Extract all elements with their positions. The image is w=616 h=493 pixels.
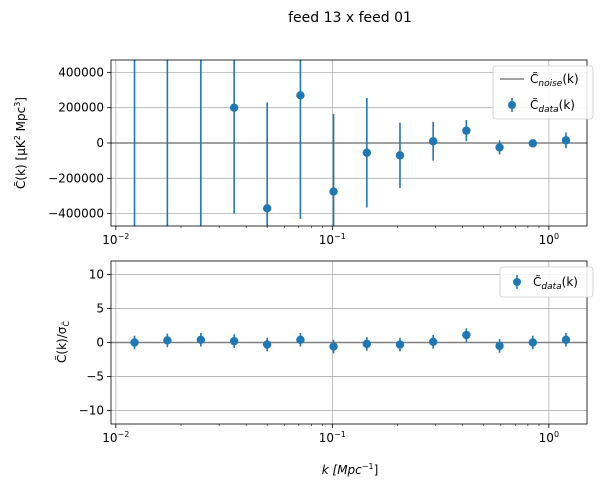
bottom-x-axis-label: k [Mpc−1] xyxy=(322,462,379,477)
y-tick-label: 0 xyxy=(96,336,104,350)
figure-title: feed 13 x feed 01 xyxy=(288,10,412,26)
y-tick-label: −10 xyxy=(79,403,104,417)
y-tick-label: 200000 xyxy=(58,101,104,115)
bottom-panel: 10−2 10−1 100 −10 −5 0 5 10 C̃(k)/σC̃ k [Mpc−1… xyxy=(55,260,594,477)
top-y-ticks: −400000 −200000 0 200000 400000 xyxy=(48,65,111,221)
x-tick-label: 100 xyxy=(539,232,559,247)
x-tick-label: 10−2 xyxy=(102,232,129,247)
bottom-legend-label: C̃data(k) xyxy=(533,275,578,292)
bottom-y-axis-label: C̃(k)/σC̃ xyxy=(55,321,71,363)
top-legend: C̃noise(k) C̃data(k) xyxy=(492,65,594,120)
bottom-data-point xyxy=(561,335,571,344)
x-tick-label: 10−1 xyxy=(319,430,346,445)
legend-data-label: C̃data(k) xyxy=(530,98,575,115)
y-tick-label: 400000 xyxy=(58,65,104,79)
top-marks xyxy=(111,60,587,226)
bottom-data-point xyxy=(130,338,139,347)
bottom-data-point xyxy=(262,340,272,349)
top-data-point xyxy=(329,187,338,196)
top-data-point xyxy=(296,91,305,100)
bottom-data-point xyxy=(495,341,504,351)
top-data-point xyxy=(462,126,471,135)
bottom-legend-marker xyxy=(513,278,521,286)
bottom-data-point xyxy=(196,335,206,344)
bottom-data-point xyxy=(428,337,438,347)
top-data-point xyxy=(229,103,239,112)
bottom-marks xyxy=(111,328,587,354)
y-tick-label: −200000 xyxy=(48,171,104,185)
bottom-x-ticks: 10−2 10−1 100 xyxy=(102,424,559,445)
bottom-data-point xyxy=(296,335,305,344)
top-panel: 10−2 10−1 100 −400000−2000000200000400000 … xyxy=(13,59,594,247)
legend-noise-label: C̃noise(k) xyxy=(530,72,579,89)
top-data-point xyxy=(262,204,272,213)
legend-data-marker xyxy=(508,101,516,109)
bottom-legend: C̃data(k) xyxy=(499,266,594,298)
bottom-data-point xyxy=(362,339,372,349)
bottom-legend-box xyxy=(499,266,594,298)
top-data-point xyxy=(561,136,571,145)
top-x-ticks: 10−2 10−1 100 xyxy=(102,226,559,247)
top-data-point xyxy=(528,139,537,148)
top-data-point xyxy=(495,143,504,152)
top-data-point xyxy=(395,151,405,160)
bottom-data-point xyxy=(395,340,405,349)
y-tick-label: 5 xyxy=(96,302,104,316)
y-tick-label: 0 xyxy=(96,136,104,150)
x-tick-label: 10−2 xyxy=(102,430,129,445)
x-tick-label: 100 xyxy=(539,430,559,445)
top-y-axis-label: C̃(k) [μK2 Mpc3] xyxy=(13,97,28,189)
bottom-data-point xyxy=(329,342,338,351)
top-data-point xyxy=(362,148,372,157)
bottom-data-point xyxy=(462,330,471,340)
bottom-data-point xyxy=(163,336,172,345)
x-tick-label: 10−1 xyxy=(319,232,346,247)
y-tick-label: −400000 xyxy=(48,207,104,221)
y-tick-label: −5 xyxy=(86,369,104,383)
y-tick-label: 10 xyxy=(89,268,104,282)
bottom-y-ticks: −10 −5 0 5 10 xyxy=(79,268,111,417)
top-data-point xyxy=(428,137,438,146)
bottom-data-point xyxy=(528,338,537,347)
bottom-data-point xyxy=(229,336,239,346)
